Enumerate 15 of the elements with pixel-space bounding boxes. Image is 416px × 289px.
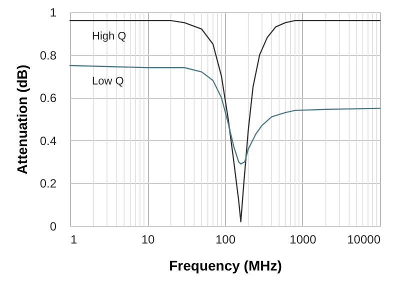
x-tick-label: 1 (70, 232, 78, 246)
series-label: Low Q (92, 76, 124, 88)
x-tick-label: 1000 (290, 232, 317, 246)
y-tick-label: 0.8 (40, 48, 57, 62)
y-tick-label: 0.4 (40, 134, 57, 148)
series-label: High Q (92, 30, 127, 43)
y-axis-title: Attenuation (dB) (14, 64, 30, 174)
x-axis-title: Frequency (MHz) (169, 258, 282, 274)
x-tick-label: 10000 (347, 232, 381, 246)
x-tick-label: 100 (215, 232, 236, 246)
y-tick-label: 0.2 (40, 176, 57, 191)
x-tick-label: 10 (141, 232, 155, 246)
y-tick-label: 0 (50, 220, 57, 234)
y-tick-label: 1 (50, 6, 57, 20)
y-tick-label: 0.6 (40, 91, 57, 106)
